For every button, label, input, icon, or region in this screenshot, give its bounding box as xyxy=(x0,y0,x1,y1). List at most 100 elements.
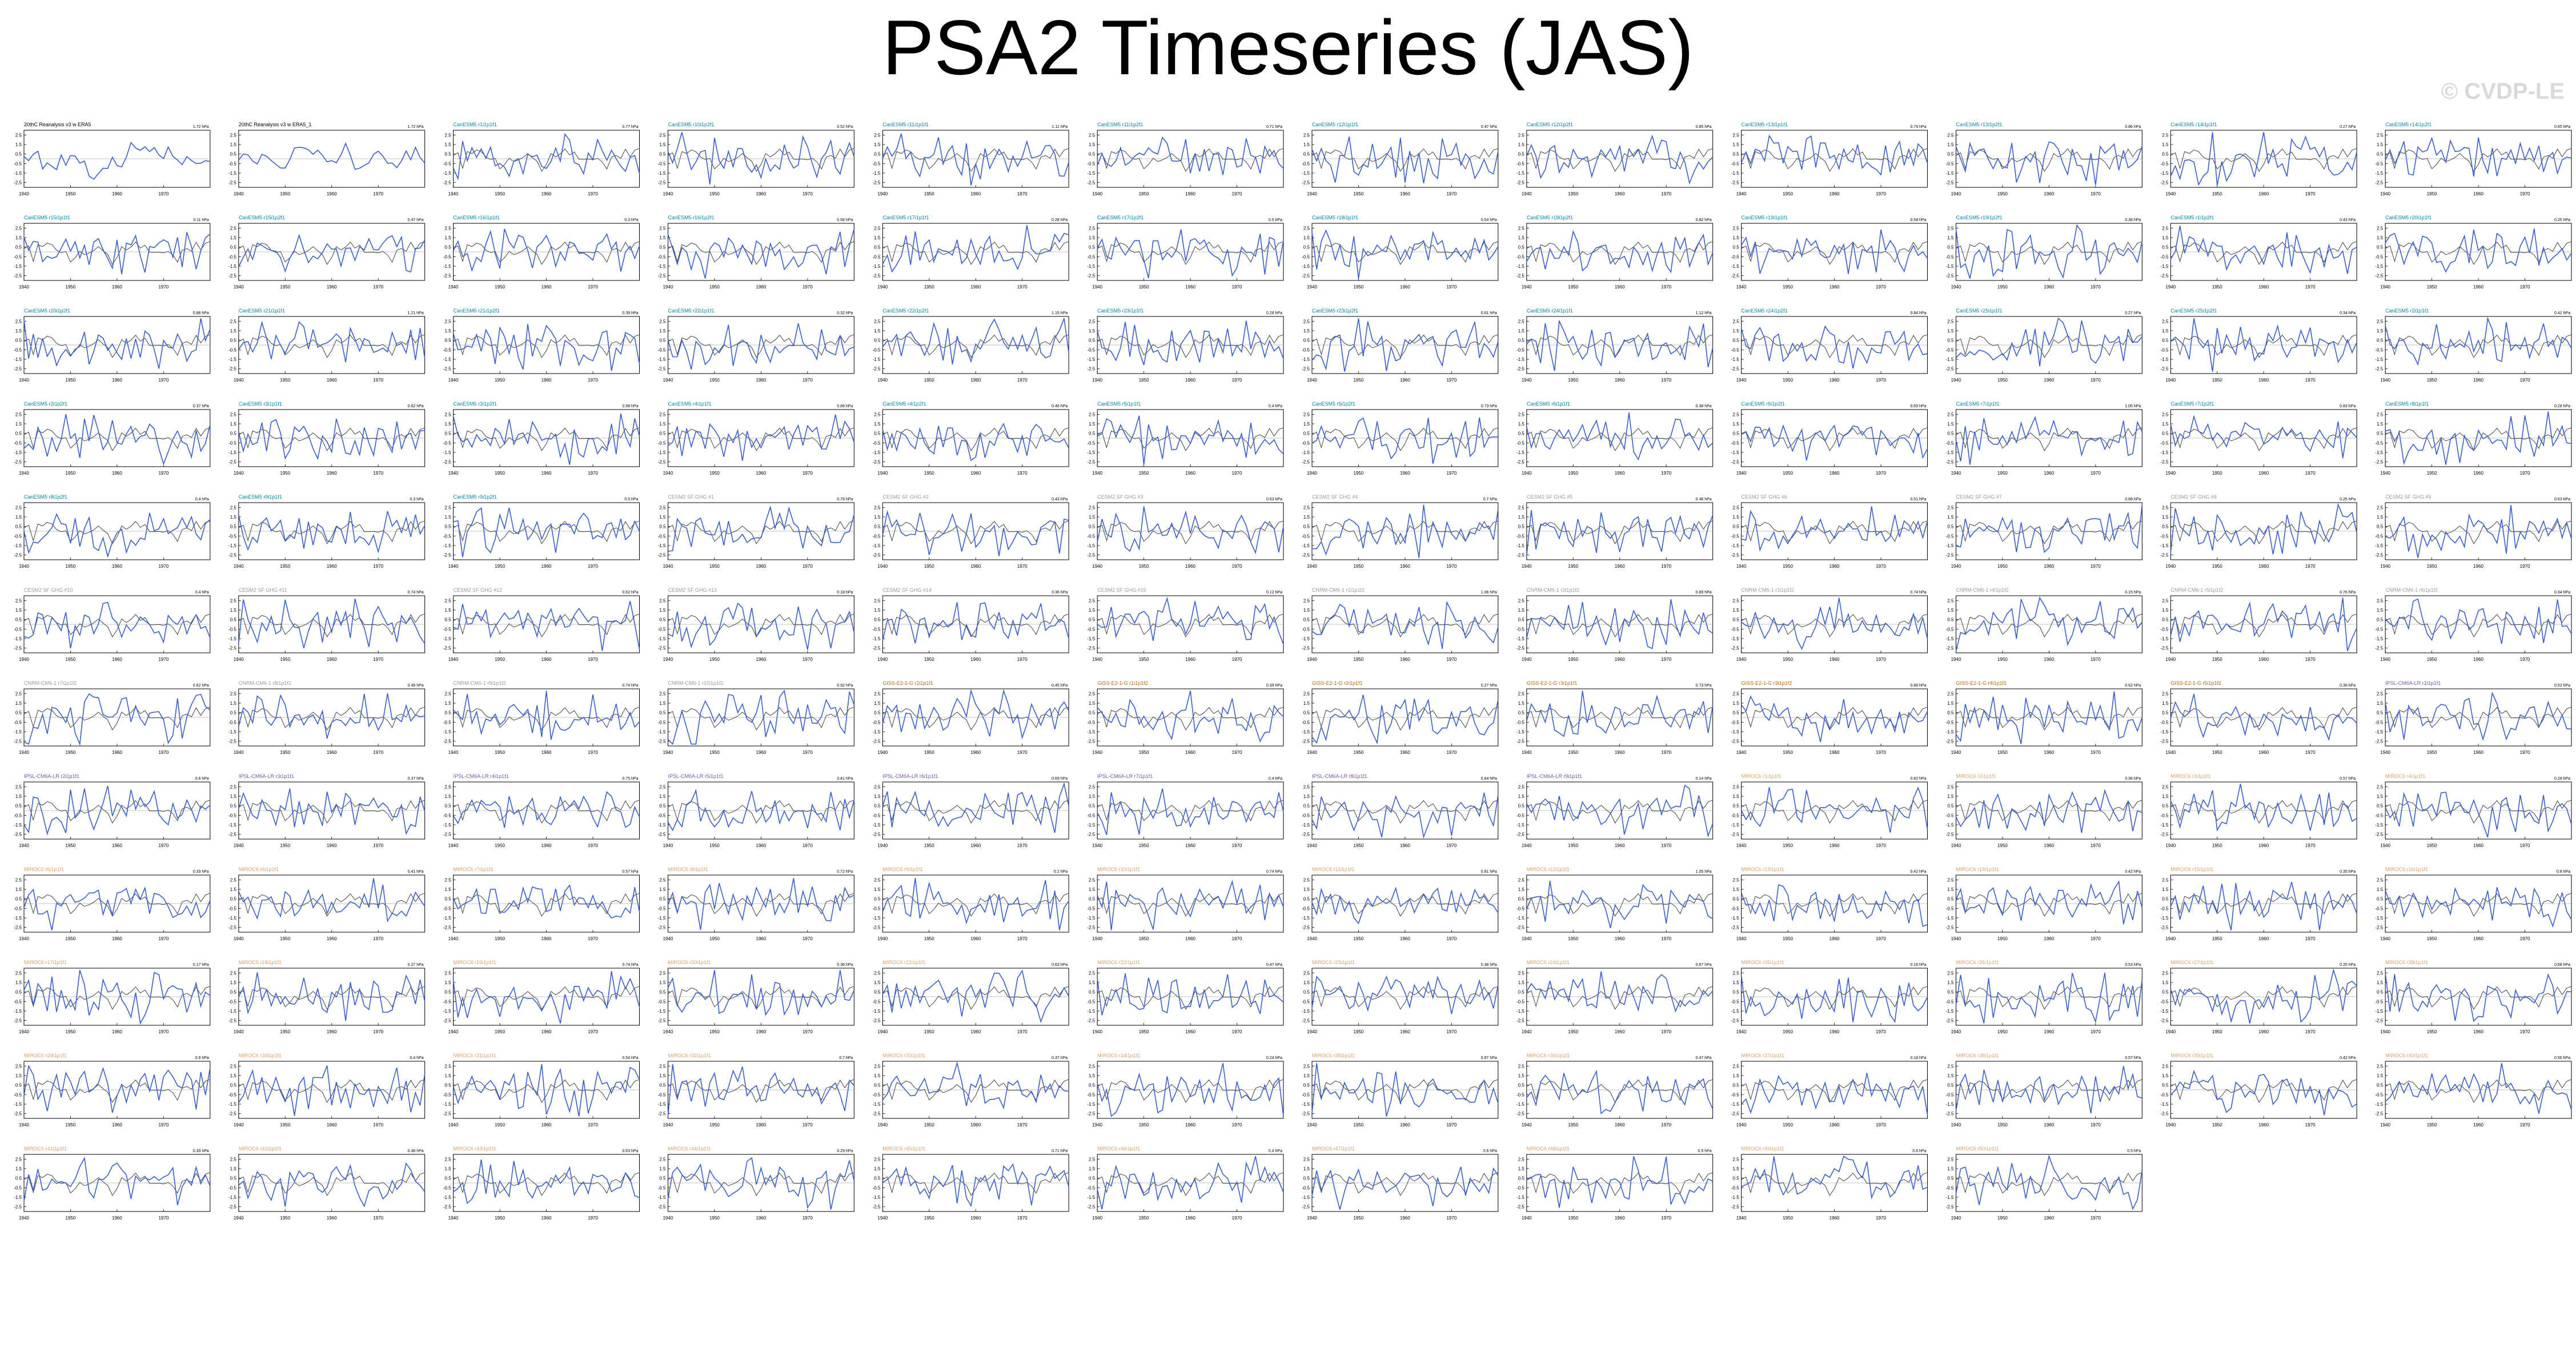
panel-label: CanESM5 r8i1p1f1 xyxy=(2385,401,2429,407)
y-tick-label: 2.5 xyxy=(1518,877,1525,882)
y-tick-label: -0.5 xyxy=(443,161,451,166)
model-series-line xyxy=(882,969,1069,1024)
y-tick-label: 2.5 xyxy=(1089,226,1096,231)
y-tick-label: -0.5 xyxy=(1946,1185,1954,1190)
y-tick-label: 1.5 xyxy=(2162,235,2169,240)
y-tick-label: -1.5 xyxy=(443,357,451,362)
y-tick-label: 1.5 xyxy=(2162,887,2169,892)
y-tick-label: -2.5 xyxy=(14,832,22,837)
panel-label: IPSL-CM6A-LR r8i1p1f1 xyxy=(1312,773,1367,779)
y-tick-label: 1.5 xyxy=(2377,701,2384,706)
y-tick-label: -0.5 xyxy=(873,627,881,632)
x-tick-label: 1970 xyxy=(588,564,598,569)
y-tick-label: -2.5 xyxy=(1302,925,1310,930)
y-tick-label: 2.5 xyxy=(874,133,881,138)
panel-value: 0.63 hPa xyxy=(2554,498,2570,502)
y-tick-label: 0.5 xyxy=(1733,1176,1740,1181)
obs-series-line xyxy=(1311,1172,1498,1196)
y-tick-label: -0.5 xyxy=(2161,254,2169,259)
panel-label: CanESM5 r3i1p2f1 xyxy=(454,401,497,407)
x-tick-label: 1950 xyxy=(66,1122,76,1128)
panel-value: 0.6 hPa xyxy=(1912,1149,1926,1153)
panel-label: CanESM5 r5i1p2f1 xyxy=(1312,401,1355,407)
obs-series-line xyxy=(882,427,1069,451)
x-tick-label: 1940 xyxy=(877,1215,888,1221)
x-tick-label: 1940 xyxy=(1092,471,1102,476)
x-tick-label: 1960 xyxy=(2473,564,2483,569)
y-tick-label: -0.5 xyxy=(658,999,666,1004)
y-tick-label: 2.5 xyxy=(1947,970,1954,976)
x-tick-label: 1960 xyxy=(2473,936,2483,941)
x-tick-label: 1950 xyxy=(495,284,505,290)
y-tick-label: 2.5 xyxy=(230,784,237,789)
x-tick-label: 1960 xyxy=(1185,843,1195,848)
y-tick-label: -0.5 xyxy=(658,533,666,539)
y-tick-label: -2.5 xyxy=(443,1205,451,1210)
y-tick-label: -0.5 xyxy=(1516,1185,1524,1190)
obs-series-line xyxy=(1956,427,2142,451)
panel-label: MIROC6 r16i1p1f1 xyxy=(2385,866,2428,872)
x-tick-label: 1970 xyxy=(1232,378,1242,383)
x-tick-label: 1970 xyxy=(2520,284,2530,290)
y-tick-label: 0.5 xyxy=(1303,617,1310,623)
x-tick-label: 1970 xyxy=(1876,1029,1886,1034)
y-tick-label: 1.5 xyxy=(1089,794,1096,799)
y-tick-label: -0.5 xyxy=(228,254,236,259)
panel-value: 0.34 hPa xyxy=(2340,311,2356,315)
y-tick-label: 2.5 xyxy=(1089,784,1096,789)
panel-label: MIROC6 r38i1p1f1 xyxy=(1956,1053,1999,1058)
panel-value: 0.86 hPa xyxy=(2125,125,2141,129)
x-tick-label: 1940 xyxy=(877,936,888,941)
x-tick-label: 1960 xyxy=(2044,1215,2055,1221)
x-tick-label: 1950 xyxy=(1568,843,1578,848)
y-tick-label: 0.5 xyxy=(445,338,452,343)
x-tick-label: 1960 xyxy=(1185,1122,1195,1128)
y-tick-label: 2.5 xyxy=(874,784,881,789)
x-tick-label: 1940 xyxy=(1307,1029,1317,1034)
y-tick-label: 1.5 xyxy=(874,1166,881,1172)
y-tick-label: 2.5 xyxy=(15,691,22,696)
y-tick-label: 0.5 xyxy=(874,524,881,529)
x-tick-label: 1950 xyxy=(709,657,720,662)
x-tick-label: 1940 xyxy=(19,284,29,290)
panel-label: CESM2 SF GHG #15 xyxy=(1097,587,1146,593)
x-tick-label: 1960 xyxy=(1400,843,1410,848)
panel-label: CanESM5 r6i1p1f1 xyxy=(1527,401,1570,407)
x-tick-label: 1970 xyxy=(588,1122,598,1128)
obs-series-line xyxy=(23,986,210,1010)
obs-series-line xyxy=(882,1079,1069,1103)
y-tick-label: 1.5 xyxy=(659,887,666,892)
model-series-line xyxy=(1311,318,1499,372)
x-tick-label: 1970 xyxy=(588,1029,598,1034)
x-tick-label: 1960 xyxy=(970,1215,981,1221)
x-tick-label: 1940 xyxy=(1736,564,1747,569)
y-tick-label: 0.5 xyxy=(1518,431,1525,436)
model-series-line xyxy=(2170,597,2357,651)
model-series-line xyxy=(238,419,425,460)
panel-value: 0.11 hPa xyxy=(193,218,209,222)
y-tick-label: 1.5 xyxy=(1089,608,1096,613)
panel-label: CanESM5 r17i1p1f1 xyxy=(882,215,929,220)
model-series-line xyxy=(1097,415,1284,465)
x-tick-label: 1950 xyxy=(709,1122,720,1128)
x-tick-label: 1940 xyxy=(1522,471,1532,476)
panel-label: GISS-E2-1-G r1i1p1f2 xyxy=(1097,680,1148,686)
panel-label: GISS-E2-1-G r2i1p1f1 xyxy=(1312,680,1363,686)
panel-value: 0.35 hPa xyxy=(2340,870,2356,874)
x-tick-label: 1950 xyxy=(1997,657,2008,662)
y-tick-label: -2.5 xyxy=(1302,1205,1310,1210)
x-tick-label: 1970 xyxy=(373,657,383,662)
x-tick-label: 1950 xyxy=(280,471,290,476)
y-tick-label: 0.5 xyxy=(445,711,452,716)
obs-series-line xyxy=(2385,334,2572,358)
obs-series-line xyxy=(2385,427,2572,451)
x-tick-label: 1970 xyxy=(2520,657,2530,662)
y-tick-label: 1.5 xyxy=(445,1166,452,1172)
x-tick-label: 1960 xyxy=(327,564,337,569)
x-tick-label: 1960 xyxy=(2473,1122,2483,1128)
y-tick-label: 2.5 xyxy=(874,598,881,603)
x-tick-label: 1970 xyxy=(588,843,598,848)
panel-value: 0.47 hPa xyxy=(1696,1056,1712,1060)
x-tick-label: 1970 xyxy=(158,1215,168,1221)
y-tick-label: -1.5 xyxy=(873,916,881,921)
